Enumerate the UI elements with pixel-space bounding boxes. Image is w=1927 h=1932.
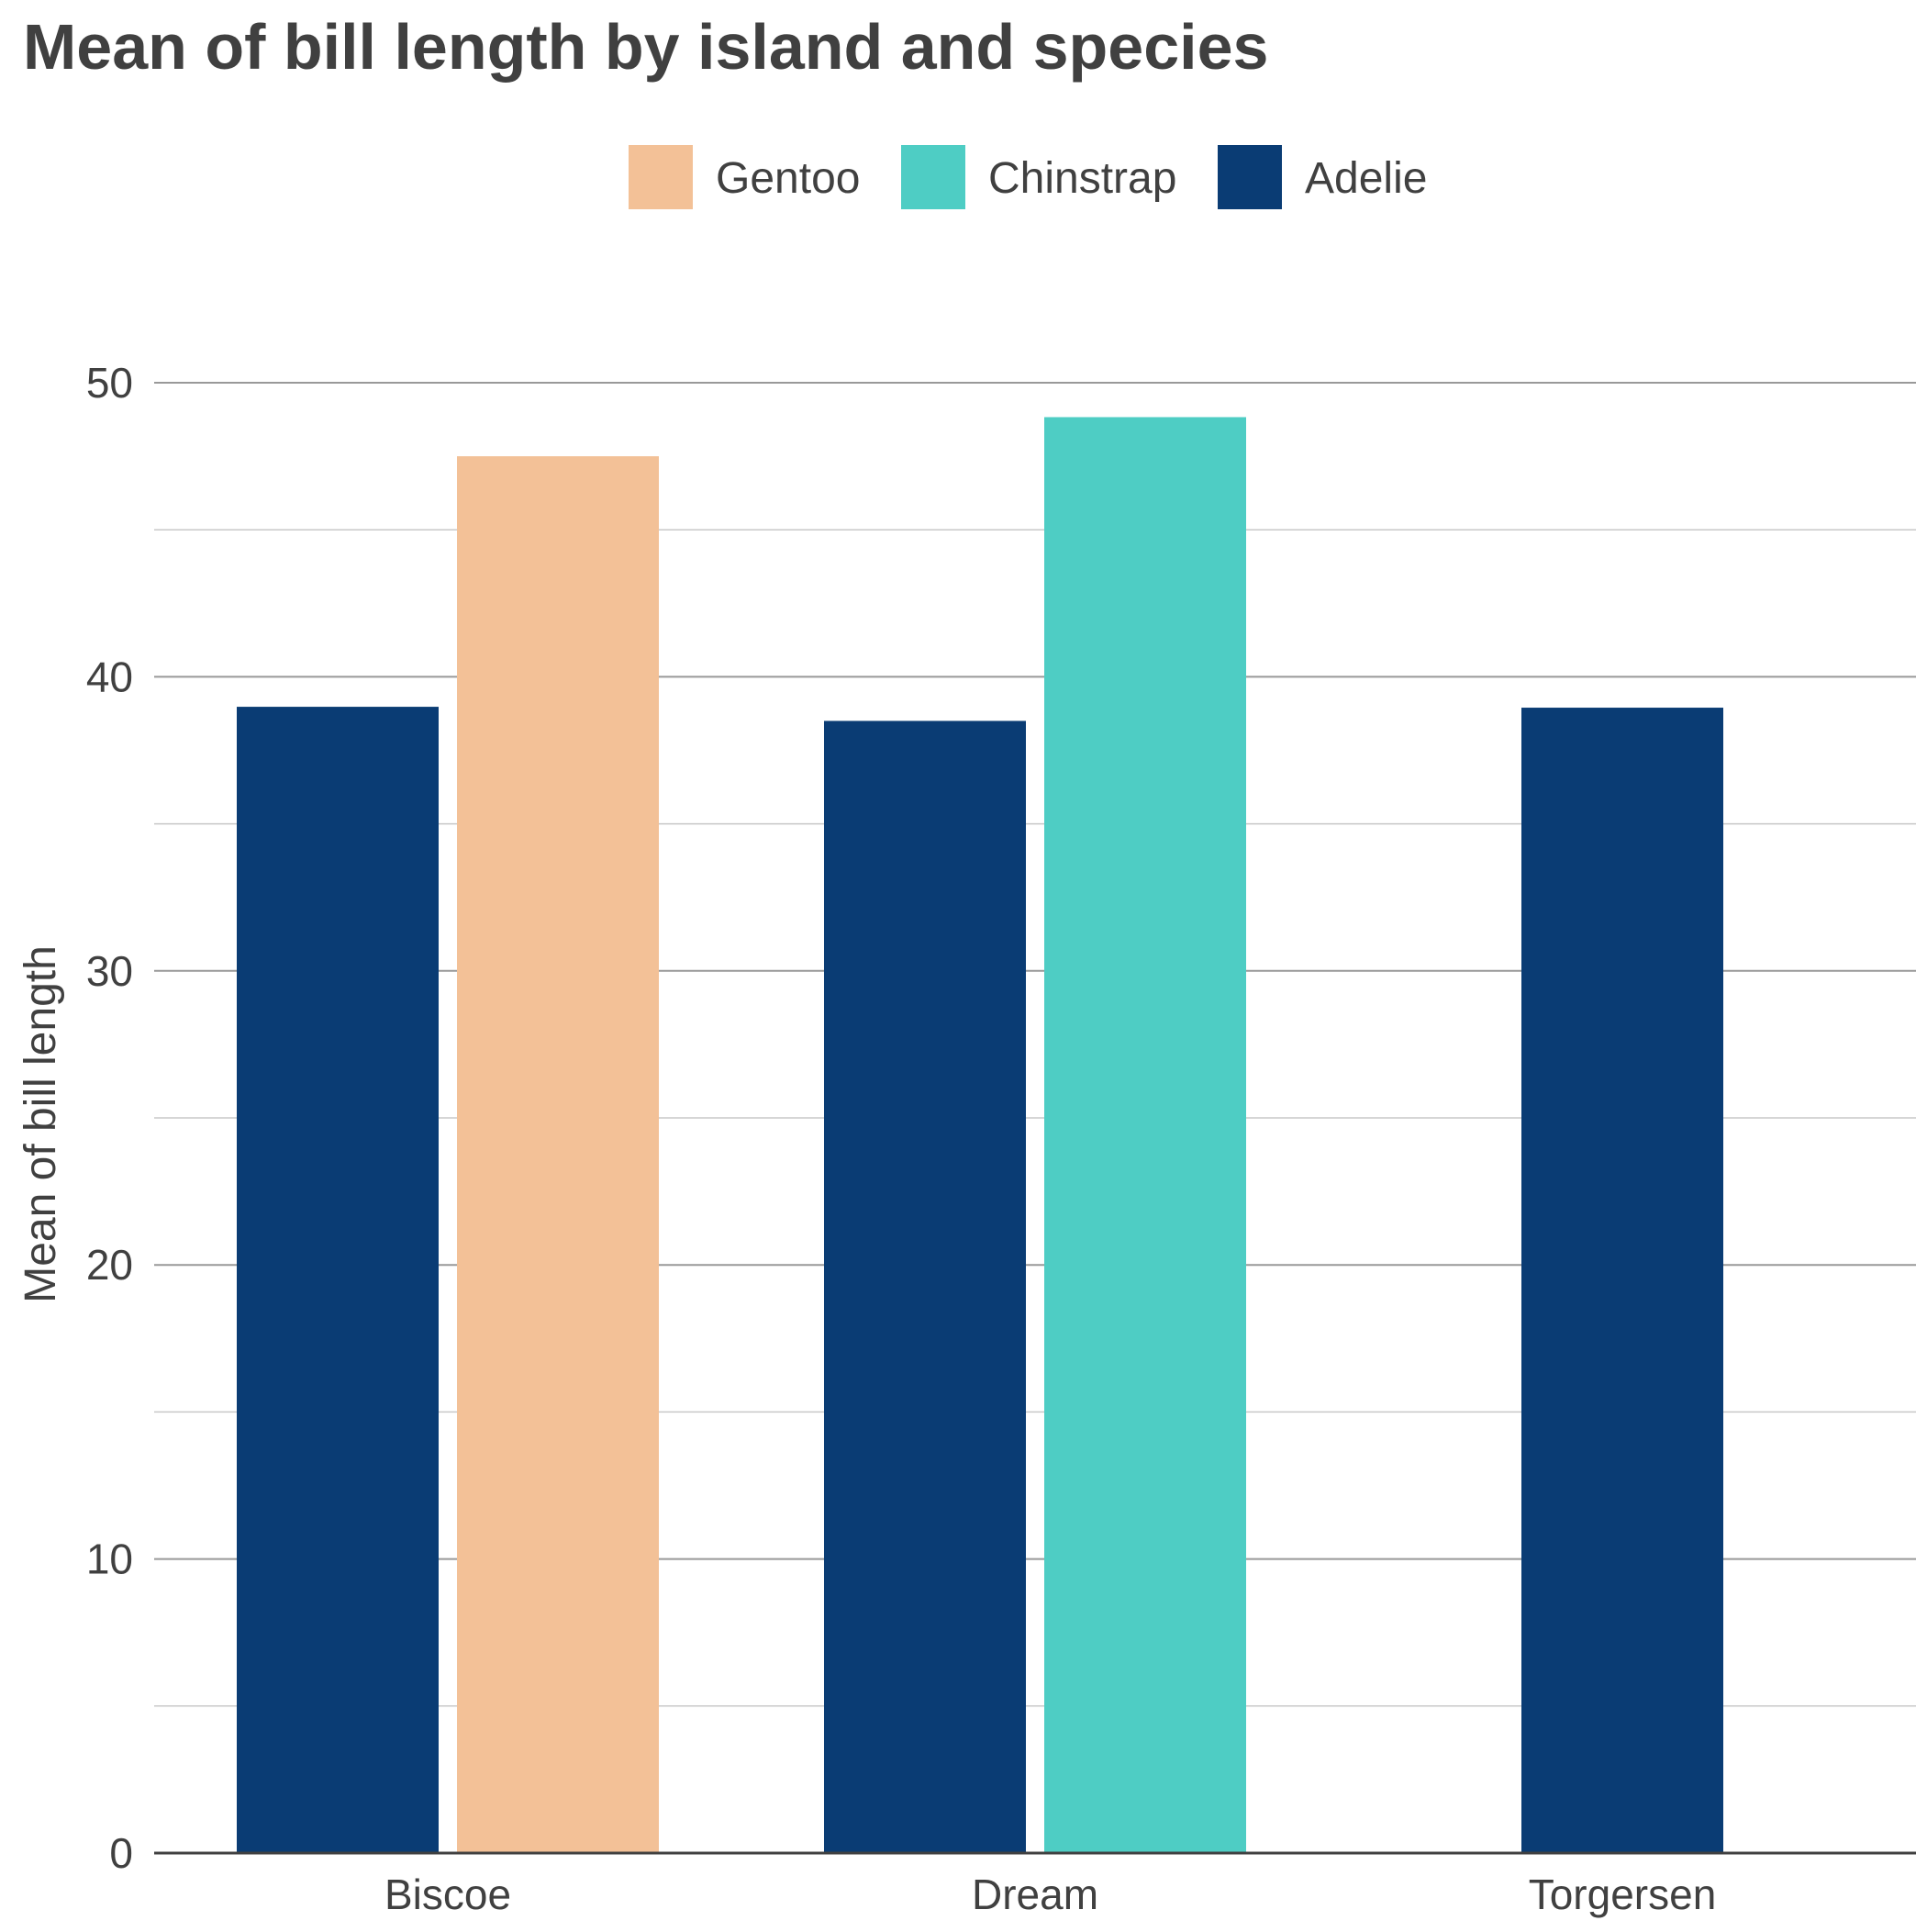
y-axis-label: Mean of bill length bbox=[17, 945, 65, 1303]
legend-label: Adelie bbox=[1305, 154, 1427, 203]
legend: Gentoo Chinstrap Adelie bbox=[629, 145, 1427, 209]
bar-biscoe-gentoo bbox=[457, 456, 659, 1854]
legend-label: Chinstrap bbox=[988, 154, 1176, 203]
y-tick-label: 20 bbox=[86, 1241, 133, 1289]
x-tick-label: Biscoe bbox=[384, 1871, 511, 1918]
axes: 0 10 20 30 40 50 Biscoe Dream Torgersen bbox=[86, 359, 1916, 1918]
legend-label: Gentoo bbox=[716, 154, 860, 203]
x-tick-label: Dream bbox=[972, 1871, 1098, 1918]
legend-swatch-adelie bbox=[1218, 145, 1282, 209]
gridlines bbox=[154, 382, 1916, 1707]
y-tick-label: 40 bbox=[86, 653, 133, 700]
bar-dream-adelie bbox=[824, 720, 1026, 1854]
chart-title: Mean of bill length by island and specie… bbox=[23, 11, 1268, 83]
y-tick-label: 50 bbox=[86, 359, 133, 407]
y-tick-label: 30 bbox=[86, 947, 133, 995]
legend-swatch-gentoo bbox=[629, 145, 693, 209]
bar-biscoe-adelie bbox=[237, 707, 439, 1853]
legend-swatch-chinstrap bbox=[901, 145, 965, 209]
bar-dream-chinstrap bbox=[1044, 417, 1246, 1853]
y-tick-label: 0 bbox=[109, 1829, 133, 1877]
bars bbox=[237, 417, 1723, 1854]
y-tick-label: 10 bbox=[86, 1536, 133, 1583]
x-tick-label: Torgersen bbox=[1529, 1871, 1717, 1918]
bar-torgersen-adelie bbox=[1521, 708, 1723, 1853]
